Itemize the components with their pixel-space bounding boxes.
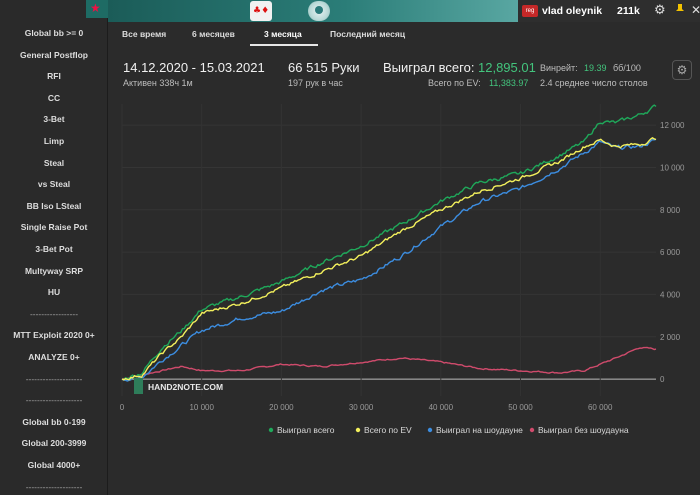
stats-panel: 14.12.2020 - 15.03.2021 Активен 338ч 1м … (108, 46, 700, 98)
ev-value: 11,383.97 (489, 78, 529, 88)
winrate-value: 19.39 (584, 63, 607, 73)
user-area: reg vlad oleynik 211k ⚙ ✕ (518, 0, 700, 22)
sidebar-item[interactable]: General Postflop (19, 49, 88, 60)
series-nonshowdown-line (121, 346, 657, 380)
watermark-text: HAND2NOTE.COM (148, 382, 223, 392)
sidebar: ★ Global bb >= 0 General Postflop RFI CC 3-B… (0, 0, 108, 495)
sidebar-item[interactable]: HU (47, 287, 61, 298)
legend-marker (355, 427, 361, 433)
winrate-unit: бб/100 (613, 63, 641, 73)
y-tick-label: 8 000 (660, 206, 681, 215)
poker-app-icon[interactable]: ♣♦ (250, 1, 272, 21)
x-tick-label: 60 000 (588, 403, 613, 412)
sidebar-item[interactable]: 3-Bet Pot (35, 244, 73, 254)
tab-6-months[interactable]: 6 месяцев (192, 29, 235, 39)
active-time: Активен 338ч 1м (123, 78, 193, 88)
legend-marker (268, 427, 274, 433)
legend-marker (529, 427, 535, 433)
globe-icon (315, 6, 323, 14)
tab-all-time[interactable]: Все время (122, 29, 167, 39)
won-total-label: Выиграл всего: (383, 60, 475, 75)
tab-3-months[interactable]: 3 месяца (264, 29, 302, 39)
x-tick-label: 30 000 (349, 403, 374, 412)
close-icon[interactable]: ✕ (691, 3, 700, 17)
series-won-total-line (121, 104, 657, 381)
legend-label: Выиграл всего (277, 425, 335, 435)
active-tab-underline (250, 44, 318, 46)
sidebar-item[interactable]: Steal (43, 157, 65, 168)
y-tick-label: 12 000 (660, 121, 685, 130)
chart-settings-icon[interactable]: ⚙ (672, 60, 692, 80)
sidebar-item[interactable]: Limp (43, 136, 65, 146)
hands-per-hour: 197 рук в час (288, 78, 343, 88)
star-icon: ★ (90, 1, 101, 15)
graph-area: 0 2 000 4 000 6 000 8 000 10 000 12 000 0 10 000… (108, 98, 700, 495)
sidebar-item[interactable]: RFI (47, 71, 61, 82)
sidebar-item[interactable]: BB Iso LSteal (26, 200, 82, 211)
avg-tables: 2.4 среднее число столов (540, 78, 648, 88)
sidebar-item[interactable]: Global 4000+ (27, 460, 81, 470)
date-range: 14.12.2020 - 15.03.2021 (123, 60, 265, 75)
x-tick-label: 50 000 (508, 403, 533, 412)
sidebar-separator: -------------------- (25, 481, 83, 492)
legend-marker (427, 427, 433, 433)
sidebar-item[interactable]: Global bb 0-199 (22, 416, 86, 427)
sidebar-separator: ----------------- (29, 308, 79, 319)
y-tick-label: 10 000 (660, 163, 685, 172)
sidebar-item[interactable]: ANALYZE 0+ (28, 352, 80, 362)
y-tick-label: 0 (660, 375, 665, 384)
sidebar-item[interactable]: CC (47, 92, 61, 103)
tab-last-month[interactable]: Последний месяц (330, 29, 406, 39)
legend-label: Выиграл на шоудауне (436, 425, 523, 435)
line-chart: 0 2 000 4 000 6 000 8 000 10 000 12 000 0 10 000… (120, 104, 685, 435)
gear-icon[interactable]: ⚙ (654, 3, 666, 18)
watermark-logo (134, 378, 143, 394)
sidebar-separator: -------------------- (25, 395, 83, 406)
hands-count: 66 515 Руки (288, 60, 360, 75)
top-bar: ♣♦ reg vlad oleynik 211k ⚙ ✕ (108, 0, 700, 22)
ev-label: Всего по EV: (428, 78, 481, 88)
sidebar-item[interactable]: MTT Exploit 2020 0+ (13, 330, 95, 341)
y-tick-label: 6 000 (660, 248, 681, 257)
sidebar-item[interactable]: Single Raise Pot (20, 222, 88, 233)
y-tick-label: 2 000 (660, 333, 681, 342)
sidebar-separator: -------------------- (25, 373, 83, 384)
user-badge: reg (522, 5, 538, 17)
sidebar-item[interactable]: Global bb >= 0 (24, 28, 84, 38)
pin-icon[interactable] (675, 4, 685, 16)
period-tabs: Все время 6 месяцев 3 месяца Последний м… (108, 22, 700, 46)
sidebar-item[interactable]: 3-Bet (43, 114, 65, 125)
sidebar-item[interactable]: Multyway SRP (24, 265, 84, 276)
x-tick-label: 0 (120, 403, 125, 412)
x-tick-label: 40 000 (429, 403, 454, 412)
x-tick-label: 10 000 (189, 403, 214, 412)
sidebar-item[interactable]: Global 200-3999 (21, 438, 87, 449)
series-ev-line (121, 136, 657, 381)
balance: 211k (617, 5, 640, 17)
legend-label: Всего по EV (364, 425, 412, 435)
legend-label: Выиграл без шоудауна (538, 425, 629, 435)
x-tick-label: 20 000 (269, 403, 294, 412)
globe-app-icon[interactable] (308, 1, 330, 21)
series-showdown-line (121, 138, 657, 382)
sidebar-item[interactable]: vs Steal (37, 179, 71, 190)
y-tick-label: 4 000 (660, 290, 681, 299)
cards-icon: ♣♦ (253, 6, 270, 16)
winrate-label: Винрейт: (540, 63, 578, 73)
won-total-value: 12,895.01 (478, 60, 536, 75)
app-logo: ★ (86, 0, 108, 18)
username[interactable]: vlad oleynik (542, 5, 603, 17)
